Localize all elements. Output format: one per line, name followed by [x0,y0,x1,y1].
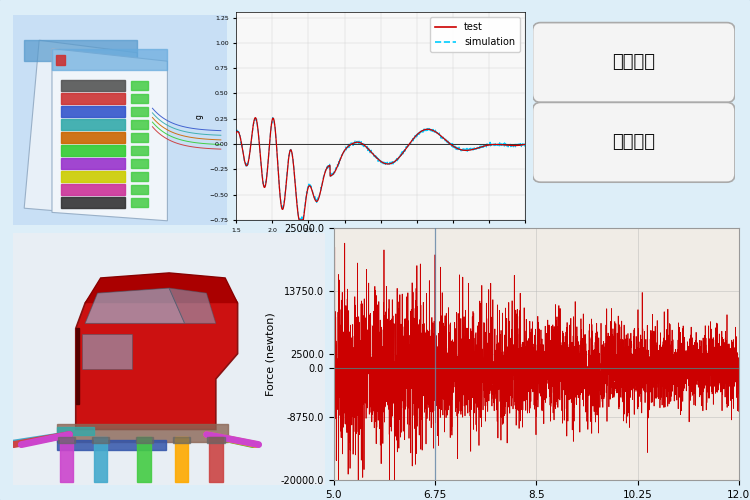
test [384,161,393,167]
Bar [131,107,148,116]
Y-axis label: g: g [195,114,204,118]
Bar [52,48,167,70]
Bar [92,437,110,444]
test [232,130,241,136]
Y-axis label: Force (newton): Force (newton) [265,312,275,396]
test [280,192,290,198]
Bar [131,186,148,194]
Line: test: test [236,118,525,220]
Bar [207,437,224,444]
Bar [136,437,153,444]
simulation [232,128,241,134]
FancyBboxPatch shape [532,102,735,182]
Bar [94,437,107,482]
Bar [131,172,148,180]
test [251,114,260,120]
Bar [57,427,94,434]
Polygon shape [85,273,238,303]
simulation [520,141,530,147]
Bar [137,437,151,482]
Text: 载荷分解: 载荷分解 [612,134,656,152]
Bar [131,94,148,102]
Bar [61,198,124,208]
Bar [61,184,124,195]
FancyBboxPatch shape [8,228,331,490]
Legend: test, simulation: test, simulation [430,18,520,52]
test [358,140,367,146]
Text: 虚拟迭代: 虚拟迭代 [612,54,656,72]
Polygon shape [24,40,137,216]
Bar [131,120,148,128]
Bar [209,437,223,482]
FancyBboxPatch shape [5,6,236,234]
Bar [131,146,148,154]
Bar [76,328,79,404]
Polygon shape [85,288,184,324]
Bar [57,440,166,450]
Bar [61,119,124,130]
test [295,217,304,223]
Bar [57,424,228,442]
X-axis label: Time (sec): Time (sec) [362,238,399,244]
Polygon shape [170,288,216,324]
simulation [390,160,399,166]
simulation [384,160,393,166]
Bar [56,55,64,66]
simulation [297,218,306,224]
Bar [61,80,124,90]
FancyBboxPatch shape [532,22,735,102]
Bar [131,160,148,168]
Bar [172,437,190,444]
test [329,170,338,176]
Bar [61,158,124,168]
Bar [131,133,148,141]
Bar [61,93,124,104]
Polygon shape [76,278,238,430]
simulation [280,190,290,196]
test [270,122,279,128]
test [390,158,399,164]
Bar [61,106,124,117]
simulation [358,142,367,148]
simulation [329,169,338,175]
Bar [59,437,74,482]
Bar [61,132,124,142]
Bar [24,40,137,61]
test [520,142,530,148]
Polygon shape [82,334,132,369]
Bar [61,145,124,156]
Line: simulation: simulation [236,118,525,220]
Bar [58,437,75,444]
Polygon shape [52,48,167,221]
simulation [268,114,277,120]
Bar [175,437,188,482]
Bar [61,171,124,181]
simulation [270,123,279,129]
Bar [131,198,148,206]
Bar [131,81,148,90]
